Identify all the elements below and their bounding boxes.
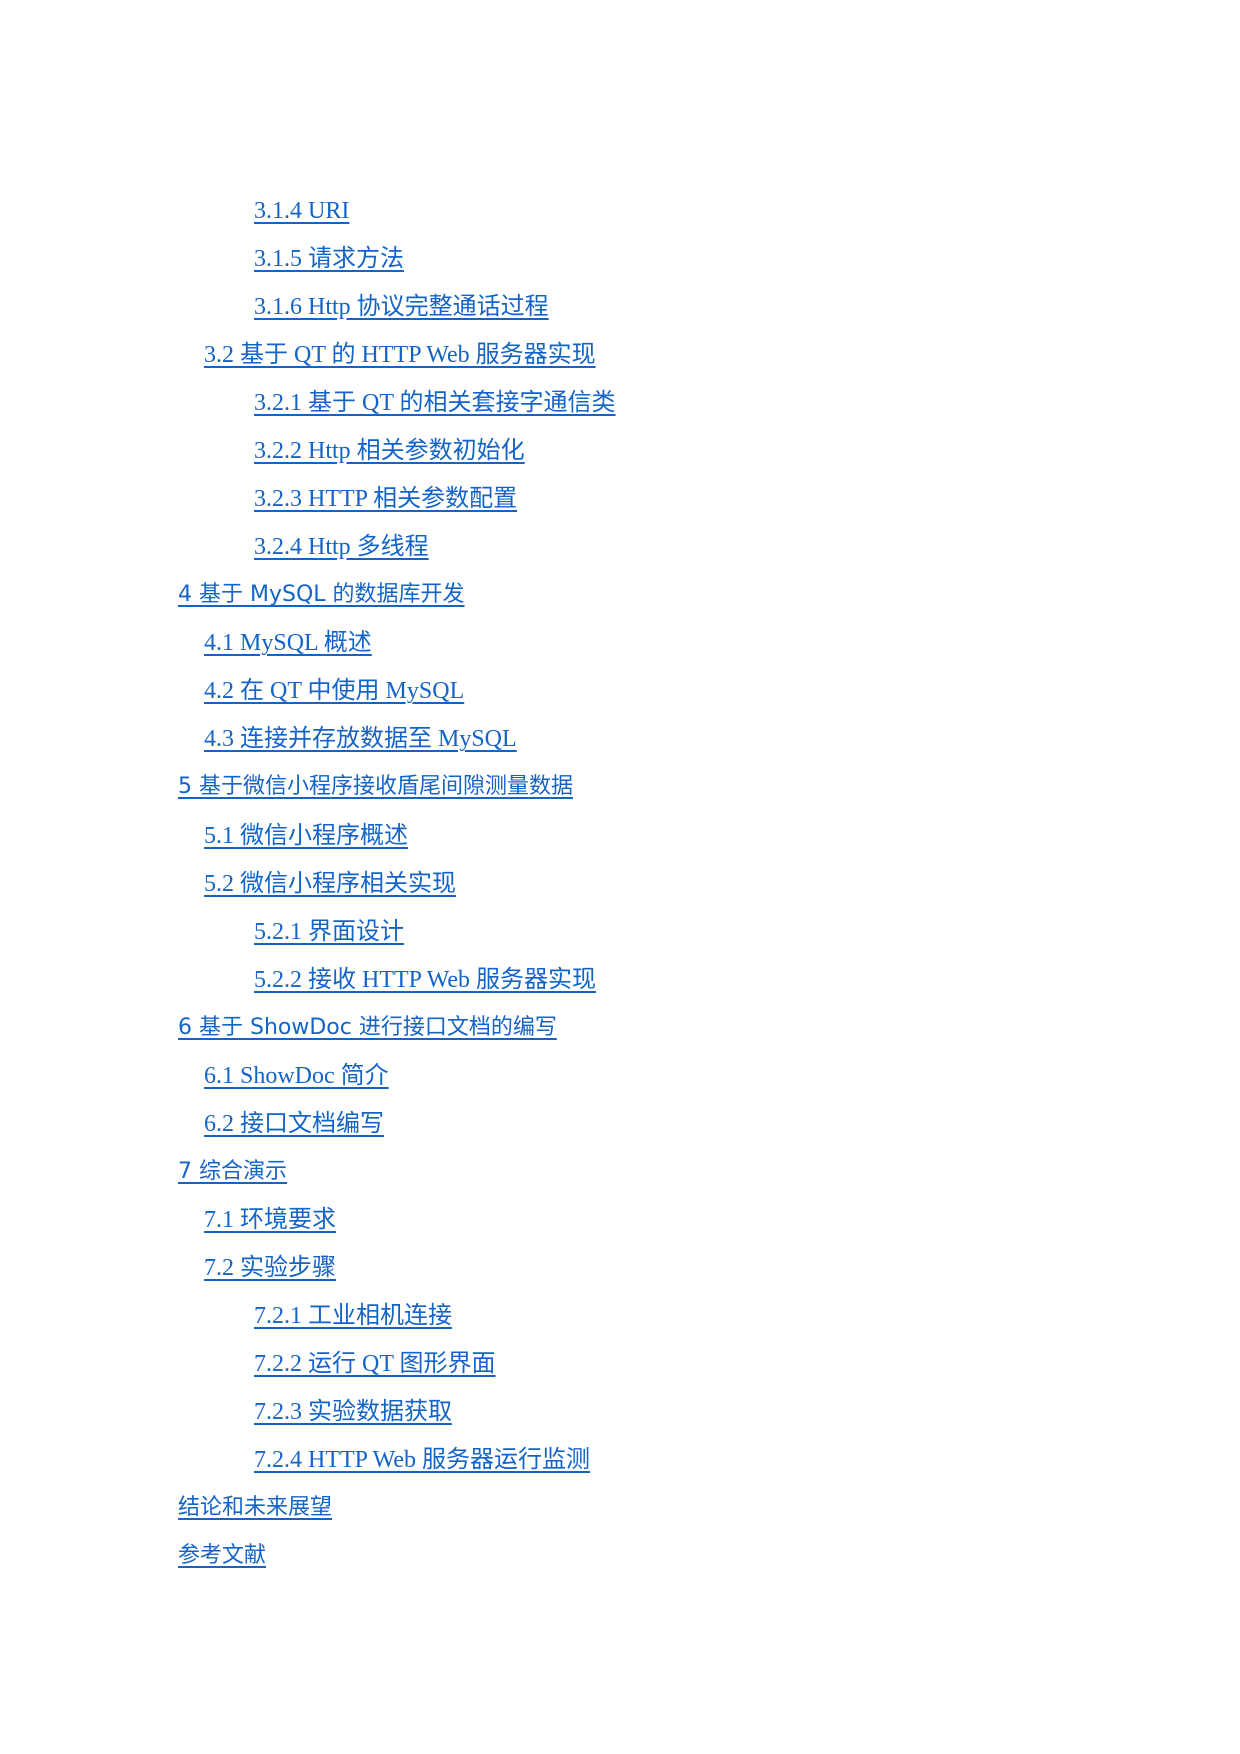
- toc-entry-level-1[interactable]: 结论和未来展望: [178, 1495, 333, 1521]
- toc-entry-level-3[interactable]: 7.2.1 工业相机连接: [254, 1302, 452, 1329]
- toc-entry-level-3[interactable]: 7.2.2 运行 QT 图形界面: [254, 1350, 496, 1377]
- toc-entry-level-2[interactable]: 6.2 接口文档编写: [204, 1110, 384, 1137]
- toc-entry-level-3[interactable]: 5.2.1 界面设计: [254, 918, 404, 945]
- toc-entry-level-2[interactable]: 5.1 微信小程序概述: [204, 822, 408, 849]
- toc-entry-level-3[interactable]: 3.1.5 请求方法: [254, 246, 404, 273]
- toc-entry-level-1[interactable]: 7 综合演示: [178, 1158, 287, 1184]
- toc-entry-level-3[interactable]: 3.2.3 HTTP 相关参数配置: [254, 486, 518, 513]
- toc-entry-level-3[interactable]: 7.2.4 HTTP Web 服务器运行监测: [254, 1447, 591, 1474]
- toc-entry-level-1[interactable]: 4 基于 MySQL 的数据库开发: [178, 582, 465, 608]
- toc-entry-level-2[interactable]: 4.2 在 QT 中使用 MySQL: [204, 678, 465, 705]
- toc-entry-level-2[interactable]: 7.2 实验步骤: [204, 1254, 336, 1281]
- toc-entry-level-1[interactable]: 参考文献: [178, 1543, 267, 1569]
- toc-entry-level-1[interactable]: 5 基于微信小程序接收盾尾间隙测量数据: [178, 774, 573, 800]
- toc-entry-level-3[interactable]: 7.2.3 实验数据获取: [254, 1399, 452, 1425]
- toc-entry-level-2[interactable]: 5.2 微信小程序相关实现: [204, 870, 456, 897]
- toc-entry-level-3[interactable]: 3.2.2 Http 相关参数初始化: [254, 438, 525, 465]
- toc-entry-level-1[interactable]: 6 基于 ShowDoc 进行接口文档的编写: [178, 1014, 557, 1040]
- toc-entry-level-3[interactable]: 3.2.4 Http 多线程: [254, 534, 429, 561]
- toc-entry-level-3[interactable]: 3.2.1 基于 QT 的相关套接字通信类: [254, 390, 616, 417]
- toc-entry-level-2[interactable]: 7.1 环境要求: [204, 1206, 336, 1233]
- toc-entry-level-2[interactable]: 4.3 连接并存放数据至 MySQL: [204, 726, 517, 753]
- toc-entry-level-2[interactable]: 6.1 ShowDoc 简介: [204, 1062, 389, 1089]
- toc-entry-level-2[interactable]: 3.2 基于 QT 的 HTTP Web 服务器实现: [204, 342, 596, 369]
- toc-entry-level-2[interactable]: 4.1 MySQL 概述: [204, 630, 372, 657]
- toc-entry-level-3[interactable]: 5.2.2 接收 HTTP Web 服务器实现: [254, 966, 597, 993]
- toc-entry-level-3[interactable]: 3.1.6 Http 协议完整通话过程: [254, 294, 549, 321]
- toc-entry-level-3[interactable]: 3.1.4 URI: [254, 198, 350, 224]
